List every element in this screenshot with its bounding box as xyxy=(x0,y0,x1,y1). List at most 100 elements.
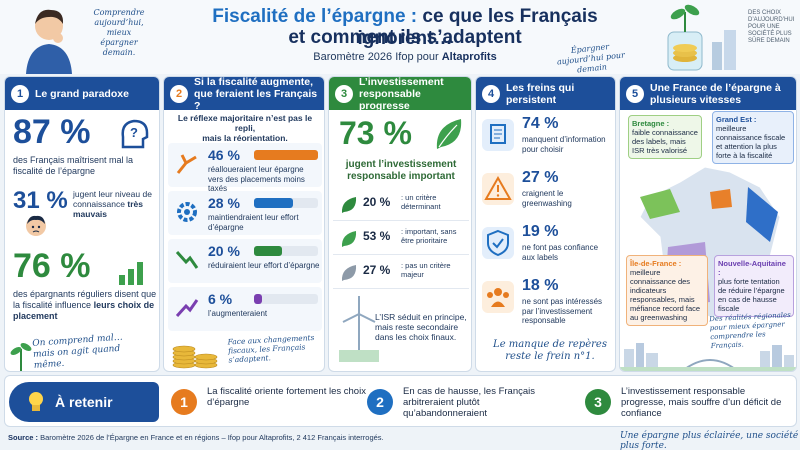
handwritten-note: Face aux changements fiscaux, les França… xyxy=(227,332,315,365)
leaf-icon xyxy=(341,231,357,247)
reaction-bar-track xyxy=(254,246,318,256)
region-box-ile-de-france: Île-de-France : meilleure connaissance de… xyxy=(626,255,708,326)
bar-chart-icon xyxy=(119,262,143,285)
source-text: Baromètre 2026 de l’Épargne en France et… xyxy=(38,433,384,442)
lightbulb-icon xyxy=(25,390,43,411)
reaction-item: 46 % réalloueraient leur épargne vers de… xyxy=(168,143,322,193)
stat-text: jugent l’investissement responsable impo… xyxy=(345,159,457,182)
subtitle: Baromètre 2026 Ifop pour Altaprofits xyxy=(170,51,640,63)
stat-text-b: leurs choix de placement xyxy=(13,300,155,321)
panel-title: Les freins qui persistent xyxy=(506,81,575,106)
handwritten-note: Le manque de repères reste le frein n°1. xyxy=(493,339,607,362)
reaction-text: maintiendraient leur effort d’épargne xyxy=(208,213,299,232)
region-text: meilleure connaissance fiscale et attent… xyxy=(716,124,786,160)
icon-tile xyxy=(482,227,514,259)
panel-number: 4 xyxy=(482,84,500,103)
reaction-bar-fill xyxy=(254,198,293,208)
region-text: meilleure connaissance des indicateurs r… xyxy=(630,268,701,322)
isr-item: 27 % : pas un critère majeur xyxy=(333,257,469,289)
obstacle-value: 74 % xyxy=(522,115,559,132)
subtitle-brand: Altaprofits xyxy=(441,51,497,63)
stat-text: jugent leur niveau de connaissance très … xyxy=(73,189,155,219)
isr-text: : un critère déterminant xyxy=(401,193,441,211)
isr-item: 20 % : un critère déterminant xyxy=(333,189,469,221)
panel-responsible-investment: 3 L’investissement responsable progresse… xyxy=(328,76,472,372)
takeaway-text: L’investissement responsable progresse, … xyxy=(621,386,782,419)
trend-up-icon xyxy=(175,299,199,318)
reaction-bar-track xyxy=(254,294,318,304)
panel-header: 5 Une France de l’épargne à plusieurs vi… xyxy=(620,77,796,110)
region-text: faible connaissance des labels, mais ISR… xyxy=(632,128,698,155)
stat-text-a: jugent leur niveau de connaissance xyxy=(73,189,152,209)
reaction-bar-track xyxy=(254,198,318,208)
takeaway-number: 3 xyxy=(585,389,611,415)
panel-number: 3 xyxy=(335,84,353,103)
worried-face-icon xyxy=(26,215,46,236)
region-name: Grand Est : xyxy=(716,115,757,124)
city-skyline-illustration xyxy=(620,343,796,371)
reaction-item: 28 % maintiendraient leur effort d’éparg… xyxy=(168,191,322,235)
reaction-text: l’augmenteraient xyxy=(208,309,268,318)
reaction-bar-fill xyxy=(254,294,263,304)
handwritten-note-left: Comprendre aujourd’hui, mieux épargner d… xyxy=(93,8,145,57)
reaction-bar-fill xyxy=(254,246,282,256)
stat-text: des Français maîtrisent mal la fiscalité… xyxy=(13,155,134,176)
reaction-value: 20 % xyxy=(208,243,240,259)
obstacle-item: 74 % manquent d’information pour choisir xyxy=(480,115,613,165)
footer-tagline: Une épargne plus éclairée, une société p… xyxy=(620,431,799,450)
takeaway-text: La fiscalité oriente fortement les choix… xyxy=(207,386,366,408)
panel-title: Le grand paradoxe xyxy=(35,87,129,100)
reaction-bar-track xyxy=(254,150,318,160)
region-box-nouvelle-aquitaine: Nouvelle-Aquitaine : plus forte tentation… xyxy=(714,255,794,317)
leaf-icon xyxy=(341,265,357,281)
thinking-person-illustration xyxy=(26,9,72,74)
panel-title: Une France de l’épargne à plusieurs vite… xyxy=(650,81,781,106)
panel-intro: Le réflexe majoritaire n’est pas le repl… xyxy=(170,113,320,143)
handwritten-note-right: Épargner aujourd’hui pour demain xyxy=(556,42,626,75)
panel-tax-increase: 2 Si la fiscalité augmente, que feraient… xyxy=(163,76,325,372)
panel-number: 5 xyxy=(626,84,644,103)
stat-text-a: des épargnants réguliers disent que la f… xyxy=(13,289,157,310)
takeaway-number: 2 xyxy=(367,389,393,415)
title-rest: ce que les Français ignorent… xyxy=(357,6,598,49)
head-question-icon: ? xyxy=(121,119,149,149)
obstacle-text: ne sont pas intéressés par l’investissem… xyxy=(522,297,603,325)
page-title-line2: et comment ils s’adaptent xyxy=(288,27,522,48)
obstacle-text: ne font pas confiance aux labels xyxy=(522,243,599,262)
obstacle-text: craignent le greenwashing xyxy=(522,189,572,208)
panel-header: 4 Les freins qui persistent xyxy=(476,77,615,110)
obstacle-item: 19 % ne font pas confiance aux labels xyxy=(480,223,613,273)
reaction-value: 46 % xyxy=(208,147,240,163)
quote: On comprend mal… mais on agit quand même… xyxy=(31,332,124,371)
icon-tile xyxy=(482,173,514,205)
panel-title: Si la fiscalité augmente, que feraient l… xyxy=(194,76,318,112)
region-box-bretagne: Bretagne : faible connaissance des labels… xyxy=(628,115,702,159)
subtitle-prefix: Baromètre 2026 Ifop pour xyxy=(313,51,442,63)
region-name: Nouvelle-Aquitaine : xyxy=(718,259,786,277)
svg-text:?: ? xyxy=(130,125,138,140)
isr-value: 20 % xyxy=(363,195,391,209)
panel-footnote: L’ISR séduit en principe, mais reste sec… xyxy=(375,312,467,342)
reaction-bar-fill xyxy=(254,150,318,160)
takeaway-number: 1 xyxy=(171,389,197,415)
panel-obstacles: 4 Les freins qui persistent 74 % manquen… xyxy=(475,76,616,372)
takeaways-label-text: À retenir xyxy=(55,394,113,410)
reaction-value: 6 % xyxy=(208,291,233,307)
leaf-icon xyxy=(341,197,357,213)
panel-header: 2 Si la fiscalité augmente, que feraient… xyxy=(164,76,324,112)
isr-item: 53 % : important, sans être prioritaire xyxy=(333,223,469,255)
page-title: Fiscalité de l’épargne : ce que les Fran… xyxy=(170,6,640,50)
panel-title: L’investissement responsable progresse xyxy=(359,76,444,112)
intro-a: Le réflexe majoritaire n’est pas le repl… xyxy=(177,113,313,133)
isr-text: : important, sans être prioritaire xyxy=(401,227,457,245)
icon-tile xyxy=(482,119,514,151)
panel-regions: 5 Une France de l’épargne à plusieurs vi… xyxy=(619,76,797,372)
shield-icon xyxy=(487,229,509,257)
obstacle-item: 18 % ne sont pas intéressés par l’invest… xyxy=(480,277,613,327)
key-takeaways: À retenir 1 La fiscalité oriente fortemen… xyxy=(4,375,797,427)
trend-down-icon xyxy=(175,250,199,269)
plant-icon xyxy=(10,343,32,371)
source-note: Source : Baromètre 2026 de l’Épargne en … xyxy=(8,433,384,442)
gear-icon xyxy=(177,202,197,222)
region-name: Île-de-France : xyxy=(630,259,682,268)
